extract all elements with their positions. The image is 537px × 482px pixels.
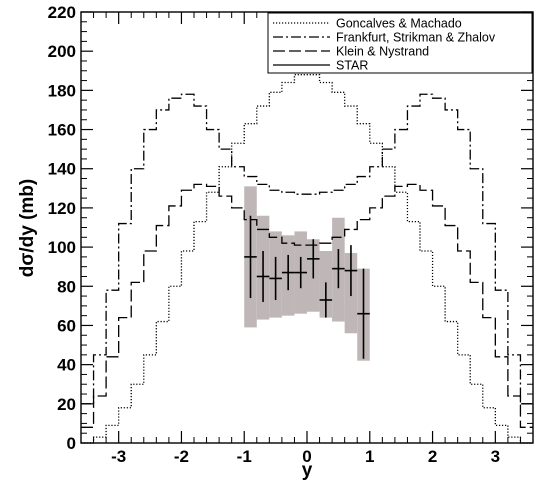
y-tick-label: 40 xyxy=(57,356,76,375)
y-tick-label: 200 xyxy=(48,42,76,61)
x-tick-label: 1 xyxy=(365,447,374,466)
y-tick-label: 80 xyxy=(57,277,76,296)
y-tick-label: 220 xyxy=(48,3,76,22)
x-tick-label: -2 xyxy=(174,447,189,466)
legend-label: Klein & Nystrand xyxy=(336,45,429,59)
series-line-klein-nystrand xyxy=(81,183,533,428)
y-tick-label: 120 xyxy=(48,199,76,218)
y-tick-label: 0 xyxy=(67,434,76,453)
legend-label: STAR xyxy=(336,59,368,73)
legend-label: Goncalves & Machado xyxy=(336,17,462,31)
x-axis-title: y xyxy=(302,460,313,481)
y-tick-label: 60 xyxy=(57,316,76,335)
legend-label: Frankfurt, Strikman & Zhalov xyxy=(336,31,496,45)
x-tick-label: 2 xyxy=(428,447,437,466)
y-tick-label: 180 xyxy=(48,81,76,100)
y-axis-ticks: 0 20 40 60 80 100 120 140 160 180 200 220 xyxy=(48,3,533,453)
plot-content xyxy=(81,74,533,444)
y-tick-label: 20 xyxy=(57,395,76,414)
y-tick-label: 140 xyxy=(48,160,76,179)
x-tick-label: 3 xyxy=(491,447,500,466)
y-tick-label: 160 xyxy=(48,121,76,140)
x-tick-label: 0 xyxy=(302,447,311,466)
y-tick-label: 100 xyxy=(48,238,76,257)
series-line-frankfurt-strikman-zhalov xyxy=(81,93,533,405)
x-tick-label: -1 xyxy=(237,447,252,466)
x-tick-label: -3 xyxy=(111,447,126,466)
y-axis-title: dσ/dy (mb) xyxy=(17,179,38,278)
series-line-goncalves-machado xyxy=(81,74,533,444)
